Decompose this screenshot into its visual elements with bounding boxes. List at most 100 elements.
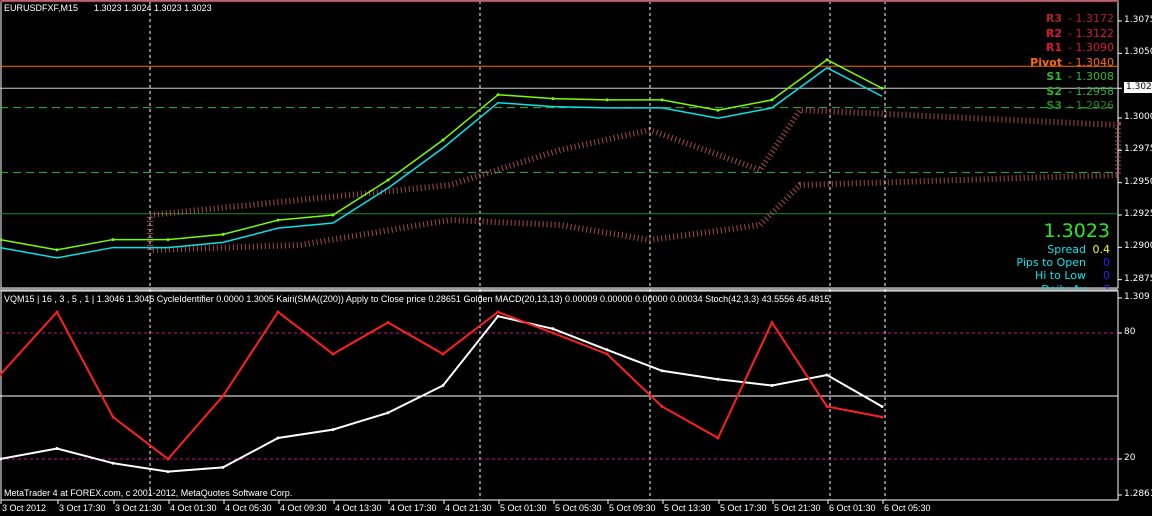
pivot-separator: - <box>1068 99 1072 112</box>
pivot-value: 1.3122 <box>1075 26 1115 40</box>
time-label: 4 Oct 21:30 <box>445 503 492 513</box>
pivot-value: 1.3040 <box>1075 55 1115 69</box>
indicator-label: 80 <box>1124 327 1136 337</box>
spread-value: 0.4 <box>1092 243 1111 256</box>
oscillator-line-0 <box>0 315 883 473</box>
pivot-value: 1.3172 <box>1075 12 1115 25</box>
price-point <box>0 238 2 242</box>
price-label: 1.2925 <box>1124 208 1152 219</box>
daily-value: 7 <box>1103 283 1110 289</box>
copyright: MetaTrader 4 at FOREX.com, c 2001-2012, … <box>4 488 293 498</box>
indicator-label: 1.309 <box>1124 292 1150 302</box>
price-label: 1.3050 <box>1124 47 1152 58</box>
price-label: 1.2975 <box>1124 144 1152 155</box>
oscillator-point <box>660 369 664 373</box>
oscillator-point <box>386 411 390 415</box>
oscillator-point <box>331 352 335 356</box>
price-label: 1.3000 <box>1124 111 1152 122</box>
oscillator-point <box>441 352 445 356</box>
time-label: 5 Oct 17:30 <box>720 503 767 513</box>
price-point <box>880 86 884 90</box>
time-label: 5 Oct 13:30 <box>664 503 711 513</box>
oscillator-point <box>166 470 170 474</box>
pivot-separator: - <box>1068 70 1072 83</box>
pivot-label: S1 <box>1046 70 1062 83</box>
time-label: 6 Oct 05:30 <box>884 503 931 513</box>
oscillator-point <box>221 394 225 398</box>
time-label: 6 Oct 01:30 <box>829 503 876 513</box>
oscillator-point <box>605 352 609 356</box>
price-label: 1.3075 <box>1124 15 1152 25</box>
price-point <box>770 98 774 102</box>
hilo-value: 0 <box>1103 269 1110 282</box>
pips-value: 0 <box>1103 256 1110 269</box>
oscillator-point <box>0 457 2 461</box>
price-point <box>496 93 500 97</box>
price-point <box>221 232 225 236</box>
oscillator-point <box>0 373 2 377</box>
oscillator-point <box>111 415 115 419</box>
price-point <box>166 238 170 242</box>
price-point <box>605 98 609 102</box>
oscillator-point <box>551 331 555 335</box>
pivot-label: R2 <box>1045 26 1062 40</box>
oscillator-point <box>770 321 774 324</box>
pivot-value: 1.3090 <box>1075 41 1115 54</box>
pivot-value: 1.2926 <box>1075 99 1115 112</box>
price-point <box>331 213 335 217</box>
oscillator-point <box>331 428 335 432</box>
price-point <box>716 108 720 112</box>
price-point <box>660 98 664 102</box>
oscillator-point <box>770 384 774 387</box>
ichimoku-cloud <box>147 106 1121 254</box>
price-point <box>551 97 555 101</box>
oscillator-point <box>716 377 720 381</box>
time-label: 3 Oct 2012 <box>2 503 47 513</box>
pivot-label: S3 <box>1046 99 1062 112</box>
time-label: 5 Oct 01:30 <box>500 503 547 513</box>
time-label: 4 Oct 01:30 <box>170 503 217 513</box>
oscillator-point <box>716 436 720 440</box>
time-label: 4 Oct 17:30 <box>390 503 437 513</box>
price-label: 1.2950 <box>1124 176 1152 187</box>
pivot-label: Pivot <box>1030 55 1062 69</box>
pivot-label: R1 <box>1045 41 1062 54</box>
spread-label: Spread <box>1047 243 1086 256</box>
price-point <box>276 218 280 222</box>
oscillator-point <box>880 405 884 408</box>
price-point <box>55 248 59 252</box>
ohlc-readout: 1.3023 1.3024 1.3023 1.3023 <box>94 3 212 13</box>
indicator-label: 1.2861 <box>1124 489 1152 499</box>
oscillator-point <box>166 457 170 461</box>
price-point <box>825 58 829 62</box>
pivot-label: R3 <box>1045 12 1062 25</box>
time-label: 4 Oct 05:30 <box>225 503 272 513</box>
pivot-separator: - <box>1068 26 1072 40</box>
oscillator-point <box>111 461 115 465</box>
pivot-value: 1.3008 <box>1075 70 1115 83</box>
oscillator-point <box>276 310 280 314</box>
price-point <box>441 138 445 142</box>
moving-average-line <box>0 66 883 259</box>
pivot-value: 1.2958 <box>1075 84 1115 98</box>
oscillator-point <box>221 465 225 469</box>
time-label: 4 Oct 09:30 <box>280 503 327 513</box>
oscillator-point <box>551 327 555 331</box>
oscillator-point <box>276 436 280 440</box>
pivot-separator: - <box>1068 55 1072 69</box>
price-point <box>111 238 115 242</box>
oscillator-point <box>825 373 829 377</box>
indicator-header: VQM15 | 16 , 3 , 5 , 1 | 1.3046 1.3046 C… <box>4 294 830 304</box>
oscillator-point <box>880 415 884 419</box>
daily-label: Daily Av <box>1041 283 1086 289</box>
oscillator-point <box>605 348 609 352</box>
price-label: 1.2875 <box>1124 273 1152 284</box>
oscillator-point <box>496 310 500 314</box>
price-label: 1.2900 <box>1124 241 1152 252</box>
oscillator-point <box>55 447 59 450</box>
time-label: 5 Oct 09:30 <box>609 503 656 513</box>
price-point <box>386 178 390 182</box>
time-label: 3 Oct 21:30 <box>115 503 162 513</box>
main-panel-frame <box>0 0 1119 289</box>
